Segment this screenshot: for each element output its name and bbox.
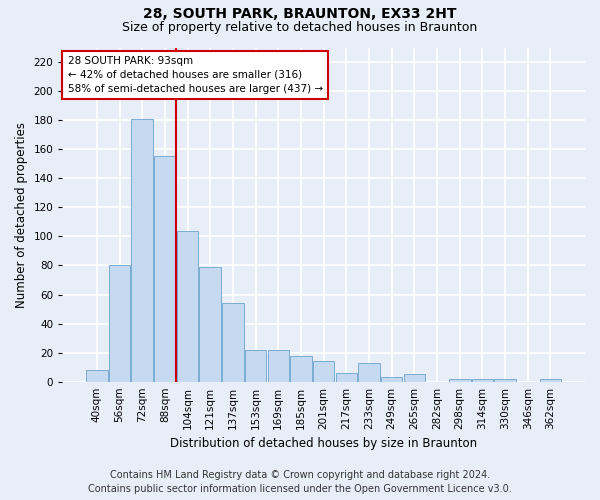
Bar: [539, 379, 561, 382]
Bar: [109, 266, 130, 382]
Bar: [449, 379, 470, 382]
Bar: [86, 370, 107, 382]
Bar: [313, 362, 334, 382]
Bar: [245, 350, 266, 382]
Bar: [381, 378, 403, 382]
Text: Size of property relative to detached houses in Braunton: Size of property relative to detached ho…: [122, 22, 478, 35]
Bar: [131, 118, 153, 382]
Bar: [358, 363, 380, 382]
Bar: [290, 356, 312, 382]
Text: 28, SOUTH PARK, BRAUNTON, EX33 2HT: 28, SOUTH PARK, BRAUNTON, EX33 2HT: [143, 8, 457, 22]
Text: Contains HM Land Registry data © Crown copyright and database right 2024.
Contai: Contains HM Land Registry data © Crown c…: [88, 470, 512, 494]
Bar: [494, 379, 516, 382]
Bar: [404, 374, 425, 382]
Text: 28 SOUTH PARK: 93sqm
← 42% of detached houses are smaller (316)
58% of semi-deta: 28 SOUTH PARK: 93sqm ← 42% of detached h…: [68, 56, 323, 94]
Bar: [199, 267, 221, 382]
Bar: [177, 230, 199, 382]
Y-axis label: Number of detached properties: Number of detached properties: [15, 122, 28, 308]
Bar: [335, 373, 357, 382]
Bar: [268, 350, 289, 382]
Bar: [154, 156, 176, 382]
Bar: [222, 303, 244, 382]
X-axis label: Distribution of detached houses by size in Braunton: Distribution of detached houses by size …: [170, 437, 477, 450]
Bar: [472, 379, 493, 382]
